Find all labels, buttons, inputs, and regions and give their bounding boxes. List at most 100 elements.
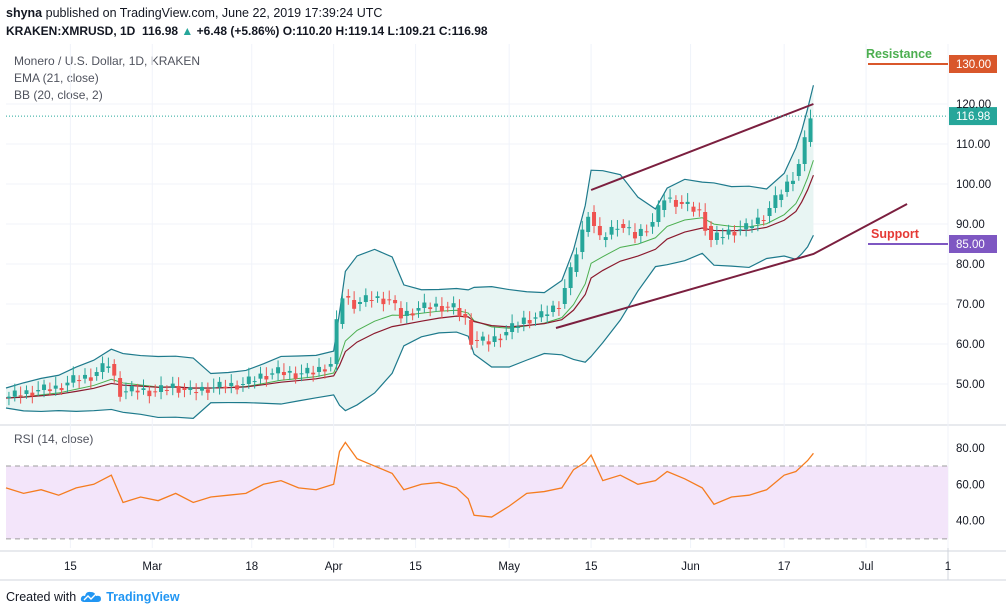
symbol-label: KRAKEN:XMRUSD, 1D [6, 24, 136, 38]
candle-body [65, 382, 70, 386]
candle-body [469, 320, 474, 345]
candle-body [217, 381, 222, 388]
candle-body [475, 340, 479, 341]
candle-body [691, 206, 696, 212]
price-chart[interactable]: 116.9850.0060.0070.0080.0090.00100.00110… [0, 0, 1006, 585]
candle-body [311, 372, 316, 375]
candle-body [539, 311, 544, 318]
candle-body [434, 303, 439, 307]
candle-body [141, 388, 146, 390]
candle-body [592, 212, 597, 226]
candle-body [205, 389, 210, 393]
candle-body [118, 378, 123, 397]
candle-body [779, 194, 784, 200]
candle-body [363, 295, 368, 302]
candle-body [88, 377, 93, 381]
candle-body [246, 376, 251, 384]
candle-body [369, 300, 374, 301]
candle-body [709, 226, 714, 240]
price-tick-label: 60.00 [956, 339, 985, 351]
candle-body [422, 302, 427, 308]
candle-body [744, 223, 749, 230]
time-tick-label: 15 [64, 561, 77, 573]
candle-body [510, 323, 515, 332]
candle-body [802, 137, 807, 164]
rsi-tick-label: 80.00 [956, 443, 985, 455]
candle-body [662, 200, 667, 210]
candle-body [100, 363, 105, 372]
candle-body [235, 385, 240, 390]
candle-body [322, 369, 327, 372]
candle-body [720, 237, 725, 239]
tradingview-brand[interactable]: TradingView [106, 590, 180, 604]
bb-legend[interactable]: BB (20, close, 2) [14, 88, 103, 102]
candle-body [533, 317, 538, 319]
candle-body [12, 390, 17, 397]
candle-body [223, 386, 228, 389]
candle-body [404, 310, 409, 316]
candle-body [515, 326, 520, 328]
candle-body [188, 387, 193, 390]
candle-body [211, 387, 216, 389]
candle-body [200, 386, 205, 391]
resistance-value-label: 130.00 [956, 59, 991, 71]
time-tick-label: 15 [585, 561, 598, 573]
candle-body [82, 374, 87, 379]
time-tick-label: May [498, 561, 520, 573]
candle-body [416, 308, 421, 311]
candle-body [305, 367, 310, 374]
candle-body [527, 320, 532, 324]
candle-body [194, 392, 199, 394]
open-value: 110.20 [296, 24, 333, 38]
candle-body [159, 385, 164, 392]
rsi-band-fill [6, 466, 948, 539]
candle-body [346, 296, 351, 298]
candle-body [94, 372, 99, 376]
rsi-legend[interactable]: RSI (14, close) [14, 432, 94, 446]
candle-body [328, 364, 333, 367]
candle-body [644, 231, 649, 233]
candle-body [463, 314, 468, 318]
time-tick-label: 18 [245, 561, 258, 573]
candle-body [562, 288, 567, 304]
resistance-label: Resistance [866, 47, 932, 61]
candle-body [492, 336, 497, 342]
rsi-tick-label: 60.00 [956, 479, 985, 491]
candle-body [428, 307, 433, 310]
candle-body [656, 205, 661, 222]
candle-body [457, 308, 462, 317]
change-value: +6.48 (+5.86%) [196, 24, 280, 38]
candle-body [580, 229, 585, 252]
candle-body [375, 296, 380, 298]
candle-body [340, 298, 345, 324]
candle-body [726, 229, 731, 235]
candle-body [59, 388, 64, 391]
created-with-text: Created with [6, 590, 77, 604]
candle-body [264, 376, 269, 380]
candle-body [281, 372, 286, 376]
time-tick-label: 15 [409, 561, 422, 573]
tradingview-logo-icon [81, 591, 102, 602]
rsi-tick-label: 40.00 [956, 516, 985, 528]
time-tick-label: Apr [325, 561, 343, 573]
price-tick-label: 50.00 [956, 379, 985, 391]
candle-body [229, 382, 234, 386]
candle-body [545, 314, 550, 316]
candle-body [299, 373, 304, 375]
channel-lower-line [555, 203, 908, 329]
candle-body [334, 319, 339, 364]
bollinger-band-fill [6, 85, 814, 419]
candle-body [761, 220, 766, 221]
low-value: 109.21 [398, 24, 436, 38]
candle-body [164, 390, 169, 391]
ema-legend[interactable]: EMA (21, close) [14, 71, 99, 85]
last-price: 116.98 [142, 24, 179, 38]
open-label: O: [282, 24, 297, 38]
candle-body [47, 389, 52, 392]
resistance-value-tag [949, 55, 997, 73]
candle-body [77, 380, 82, 382]
instrument-legend[interactable]: Monero / U.S. Dollar, 1D, KRAKEN [14, 54, 201, 68]
candle-body [773, 195, 778, 208]
candle-body [287, 370, 292, 373]
time-tick-label: Mar [142, 561, 162, 573]
